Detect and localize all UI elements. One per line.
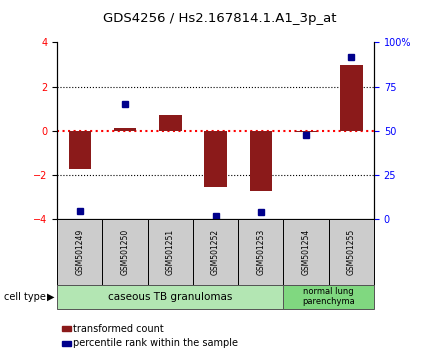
Bar <box>249 131 272 191</box>
Bar <box>283 219 329 285</box>
Text: normal lung
parenchyma: normal lung parenchyma <box>302 287 355 306</box>
Bar <box>57 285 283 309</box>
Text: GSM501255: GSM501255 <box>347 229 356 275</box>
Bar <box>295 131 317 132</box>
Text: caseous TB granulomas: caseous TB granulomas <box>108 292 232 302</box>
Bar <box>238 219 283 285</box>
Bar <box>204 131 227 187</box>
Bar <box>329 219 374 285</box>
Text: GSM501250: GSM501250 <box>121 229 130 275</box>
Bar <box>57 219 103 285</box>
Text: GDS4256 / Hs2.167814.1.A1_3p_at: GDS4256 / Hs2.167814.1.A1_3p_at <box>103 12 337 25</box>
Bar <box>283 285 374 309</box>
Text: cell type: cell type <box>4 292 46 302</box>
Bar <box>148 219 193 285</box>
Bar <box>193 219 238 285</box>
Bar <box>340 65 363 131</box>
Text: percentile rank within the sample: percentile rank within the sample <box>73 338 238 348</box>
Text: ▶: ▶ <box>47 292 55 302</box>
Bar <box>159 115 182 131</box>
Text: GSM501254: GSM501254 <box>301 229 311 275</box>
Text: transformed count: transformed count <box>73 324 164 333</box>
Text: GSM501253: GSM501253 <box>257 229 265 275</box>
Text: GSM501251: GSM501251 <box>166 229 175 275</box>
Bar <box>69 131 91 169</box>
Text: GSM501249: GSM501249 <box>75 229 84 275</box>
Text: GSM501252: GSM501252 <box>211 229 220 275</box>
Bar <box>103 219 148 285</box>
Bar <box>114 128 136 131</box>
